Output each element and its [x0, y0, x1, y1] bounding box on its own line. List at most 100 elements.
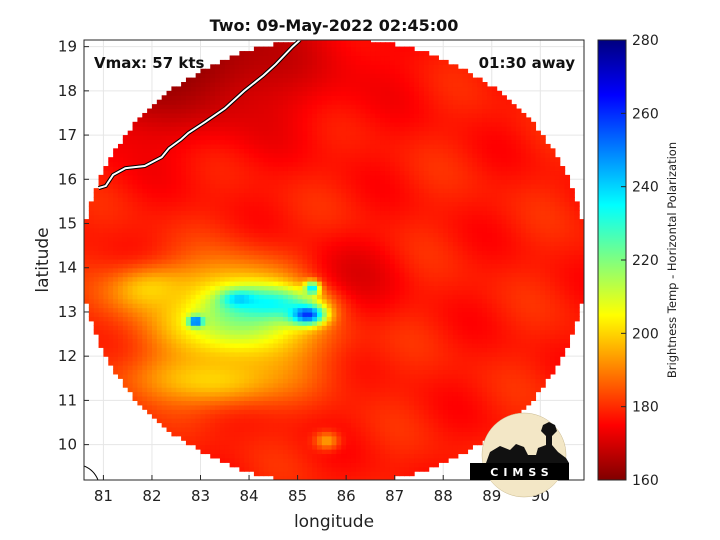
heatmap-cell [249, 227, 255, 233]
heatmap-cell [331, 466, 338, 472]
heatmap-cell [336, 64, 342, 70]
heatmap-cell [360, 223, 367, 229]
heatmap-cell [234, 325, 240, 331]
heatmap-cell [127, 329, 134, 335]
heatmap-cell [117, 250, 124, 256]
heatmap-cell [113, 241, 119, 247]
heatmap-cell [249, 272, 255, 278]
heatmap-cell [200, 117, 206, 123]
heatmap-cell [263, 431, 270, 437]
heatmap-cell [151, 258, 158, 264]
heatmap-cell [161, 276, 168, 282]
heatmap-cell [229, 254, 236, 260]
heatmap-cell [132, 351, 138, 357]
heatmap-cell [307, 413, 313, 419]
heatmap-cell [278, 422, 284, 428]
heatmap-cell [321, 365, 328, 371]
heatmap-cell [317, 99, 323, 105]
heatmap-cell [365, 276, 371, 282]
heatmap-cell [127, 174, 134, 180]
heatmap-cell [166, 347, 172, 353]
heatmap-cell [283, 462, 289, 468]
heatmap-cell [287, 404, 294, 410]
heatmap-cell [185, 166, 192, 172]
heatmap-cell [93, 219, 100, 225]
heatmap-cell [273, 73, 279, 79]
heatmap-cell [210, 369, 216, 375]
heatmap-cell [234, 329, 240, 335]
heatmap-cell [244, 174, 250, 180]
heatmap-cell [253, 236, 260, 242]
heatmap-cell [350, 210, 357, 216]
heatmap-cell [258, 334, 265, 340]
heatmap-cell [302, 422, 308, 428]
heatmap-cell [161, 179, 168, 185]
heatmap-cell [88, 201, 95, 207]
heatmap-cell [287, 351, 294, 357]
heatmap-cell [190, 214, 197, 220]
heatmap-cell [326, 457, 333, 463]
heatmap-cell [317, 139, 323, 145]
heatmap-cell [171, 183, 177, 189]
heatmap-cell [215, 311, 221, 317]
heatmap-cell [108, 188, 114, 194]
heatmap-cell [171, 281, 177, 287]
heatmap-cell [229, 157, 236, 163]
heatmap-cell [278, 170, 284, 176]
heatmap-cell [166, 378, 172, 384]
heatmap-cell [326, 334, 333, 340]
plot-area [84, 40, 584, 480]
heatmap-cell [360, 46, 367, 52]
heatmap-cell [346, 126, 352, 132]
heatmap-cell [147, 236, 153, 242]
heatmap-cell [258, 289, 265, 295]
heatmap-cell [249, 258, 255, 264]
heatmap-cell [132, 179, 138, 185]
heatmap-cell [210, 241, 216, 247]
heatmap-cell [84, 272, 90, 278]
heatmap-cell [302, 174, 308, 180]
heatmap-cell [205, 227, 211, 233]
heatmap-cell [283, 426, 289, 432]
heatmap-cell [88, 205, 95, 211]
heatmap-cell [317, 152, 323, 158]
heatmap-cell [302, 166, 308, 172]
heatmap-cell [278, 90, 284, 96]
heatmap-cell [156, 418, 163, 424]
heatmap-cell [365, 351, 371, 357]
heatmap-cell [268, 462, 274, 468]
heatmap-cell [234, 108, 240, 114]
heatmap-cell [249, 347, 255, 353]
heatmap-cell [113, 219, 119, 225]
heatmap-cell [132, 139, 138, 145]
heatmap-cell [224, 157, 231, 163]
heatmap-cell [350, 192, 357, 198]
heatmap-cell [278, 347, 284, 353]
heatmap-cell [312, 365, 318, 371]
heatmap-cell [375, 440, 381, 446]
heatmap-cell [210, 365, 216, 371]
heatmap-cell [219, 126, 226, 132]
heatmap-cell [258, 117, 265, 123]
heatmap-cell [229, 130, 236, 136]
heatmap-cell [224, 373, 231, 379]
heatmap-cell [249, 449, 255, 455]
heatmap-cell [98, 303, 105, 309]
heatmap-cell [278, 135, 284, 141]
heatmap-cell [224, 232, 231, 238]
heatmap-cell [137, 152, 143, 158]
heatmap-cell [185, 391, 192, 397]
heatmap-cell [108, 214, 114, 220]
heatmap-cell [287, 112, 294, 118]
heatmap-cell [258, 130, 265, 136]
heatmap-cell [171, 418, 177, 424]
heatmap-cell [258, 378, 265, 384]
heatmap-cell [258, 426, 265, 432]
heatmap-cell [341, 51, 347, 57]
heatmap-cell [103, 170, 109, 176]
heatmap-cell [127, 267, 134, 273]
heatmap-cell [317, 82, 323, 88]
heatmap-cell [249, 298, 255, 304]
heatmap-cell [224, 342, 231, 348]
heatmap-cell [224, 325, 231, 331]
